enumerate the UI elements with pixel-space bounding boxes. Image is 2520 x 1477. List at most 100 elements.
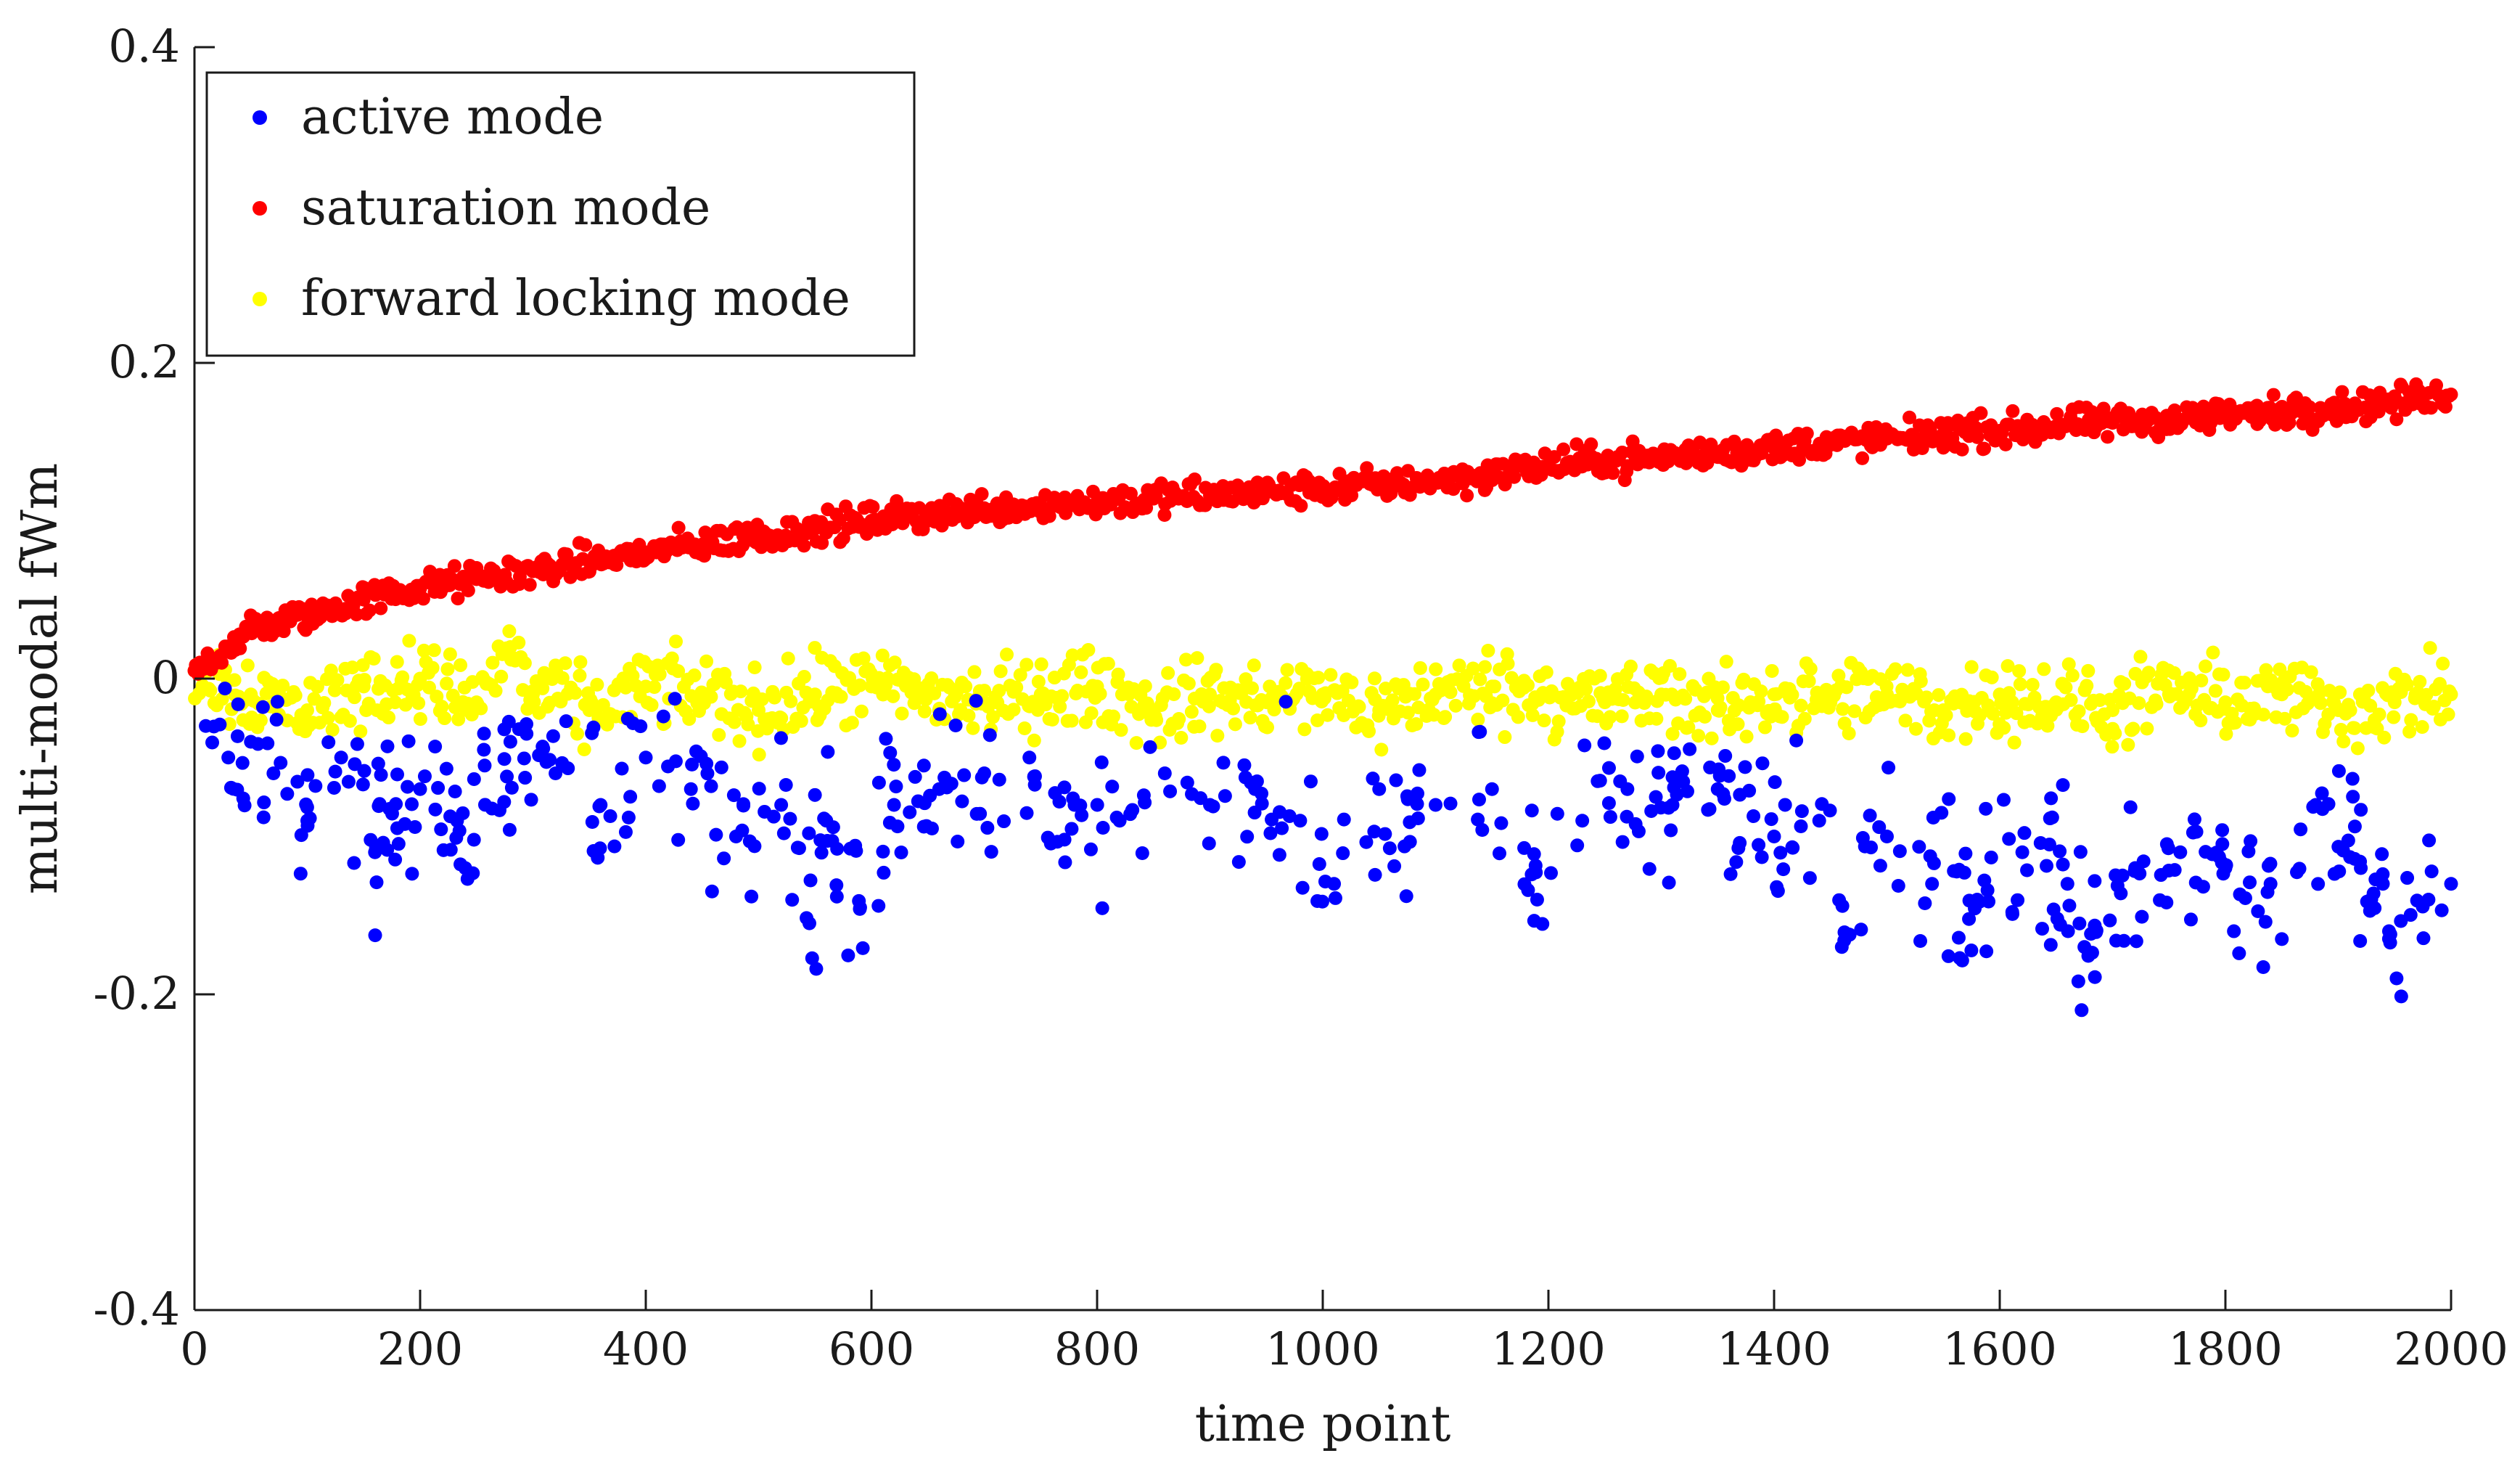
point-active-mode xyxy=(1785,840,1799,854)
point-active-mode xyxy=(1206,799,1220,814)
point-active-mode xyxy=(2044,791,2059,806)
point-forward-locking-mode xyxy=(1498,730,1512,745)
point-active-mode xyxy=(1651,766,1666,780)
point-active-mode xyxy=(1218,789,1232,803)
point-forward-locking-mode xyxy=(2426,700,2441,714)
point-active-mode xyxy=(456,806,470,820)
point-forward-locking-mode xyxy=(382,711,396,725)
point-forward-locking-mode xyxy=(2193,713,2208,728)
point-forward-locking-mode xyxy=(1731,717,1745,732)
point-active-mode xyxy=(871,899,886,913)
point-active-mode xyxy=(1521,883,1535,897)
point-saturation-mode xyxy=(1792,453,1807,467)
point-saturation-mode xyxy=(1302,474,1316,488)
point-active-mode xyxy=(2232,946,2246,960)
point-active-mode xyxy=(829,878,844,893)
point-forward-locking-mode xyxy=(440,662,455,676)
point-active-mode xyxy=(1231,855,1246,870)
point-forward-locking-mode xyxy=(1551,714,1566,729)
point-active-mode xyxy=(652,779,666,793)
point-active-mode xyxy=(1722,769,1736,783)
point-forward-locking-mode xyxy=(2121,737,2135,752)
point-active-mode xyxy=(1492,846,1506,861)
point-active-mode xyxy=(2215,837,2230,851)
point-active-mode xyxy=(2196,880,2210,894)
point-active-mode xyxy=(502,822,517,837)
point-active-mode xyxy=(924,822,939,836)
point-active-mode xyxy=(766,809,781,824)
point-saturation-mode xyxy=(1974,406,1988,420)
point-active-mode xyxy=(2424,864,2439,879)
y-tick-label: -0.4 xyxy=(93,1282,180,1335)
point-active-mode xyxy=(2127,864,2142,878)
point-active-mode xyxy=(555,756,570,770)
point-saturation-mode xyxy=(832,512,847,527)
point-active-mode xyxy=(1096,821,1110,835)
point-forward-locking-mode xyxy=(1719,655,1733,669)
point-active-mode xyxy=(603,809,617,823)
point-forward-locking-mode xyxy=(1481,643,1495,658)
point-forward-locking-mode xyxy=(1138,679,1152,693)
point-active-mode xyxy=(1237,758,1252,772)
point-forward-locking-mode xyxy=(1698,710,1712,724)
point-active-mode xyxy=(1527,847,1541,862)
point-active-mode xyxy=(1095,901,1109,915)
point-active-mode xyxy=(1676,774,1691,789)
point-active-mode xyxy=(2136,854,2151,869)
point-active-mode xyxy=(618,825,633,839)
point-active-mode xyxy=(436,843,451,857)
point-active-mode xyxy=(2311,877,2326,891)
series-active-mode xyxy=(199,682,2458,1018)
point-forward-locking-mode xyxy=(669,634,684,649)
point-forward-locking-mode xyxy=(1713,700,1728,715)
point-forward-locking-mode xyxy=(416,643,431,658)
point-active-mode xyxy=(2327,867,2342,881)
point-saturation-mode xyxy=(2302,400,2317,414)
point-forward-locking-mode xyxy=(2108,727,2122,741)
point-forward-locking-mode xyxy=(1537,713,1551,728)
point-active-mode xyxy=(1979,801,1993,816)
point-active-mode xyxy=(2110,878,2125,893)
point-forward-locking-mode xyxy=(227,673,242,687)
point-active-mode xyxy=(369,875,384,890)
point-active-mode xyxy=(341,774,356,789)
point-active-mode xyxy=(2129,934,2143,949)
point-active-mode xyxy=(503,735,517,749)
point-active-mode xyxy=(2205,847,2220,862)
point-forward-locking-mode xyxy=(1416,677,1430,692)
point-active-mode xyxy=(390,821,404,835)
point-saturation-mode xyxy=(578,538,593,552)
point-active-mode xyxy=(1367,825,1382,839)
point-active-mode xyxy=(500,769,514,784)
point-active-mode xyxy=(805,951,819,965)
point-active-mode xyxy=(877,865,891,880)
point-active-mode xyxy=(1733,835,1747,850)
point-forward-locking-mode xyxy=(2064,692,2078,707)
point-forward-locking-mode xyxy=(1192,719,1207,734)
point-forward-locking-mode xyxy=(2423,641,2437,655)
point-active-mode xyxy=(1471,812,1485,827)
point-active-mode xyxy=(467,832,481,847)
point-active-mode xyxy=(2354,803,2368,817)
point-forward-locking-mode xyxy=(1939,708,1953,723)
point-active-mode xyxy=(2315,786,2329,801)
point-forward-locking-mode xyxy=(203,684,218,698)
point-forward-locking-mode xyxy=(422,680,436,695)
point-active-mode xyxy=(1651,744,1665,758)
legend-item-forward-locking-mode: forward locking mode xyxy=(253,270,850,327)
x-axis-label: time point xyxy=(1195,1396,1451,1453)
point-active-mode xyxy=(2260,885,2275,899)
point-saturation-mode xyxy=(1507,470,1522,484)
point-forward-locking-mode xyxy=(1017,721,1032,736)
point-active-mode xyxy=(497,752,512,766)
point-active-mode xyxy=(871,775,886,790)
point-active-mode xyxy=(887,758,901,772)
point-forward-locking-mode xyxy=(1754,684,1768,699)
point-forward-locking-mode xyxy=(2012,664,2027,679)
legend-label-saturation-mode: saturation mode xyxy=(301,179,710,237)
point-forward-locking-mode xyxy=(310,679,324,694)
point-active-mode xyxy=(1185,787,1199,801)
point-active-mode xyxy=(984,845,998,859)
point-active-mode xyxy=(1764,812,1778,827)
point-active-mode xyxy=(1314,827,1329,841)
